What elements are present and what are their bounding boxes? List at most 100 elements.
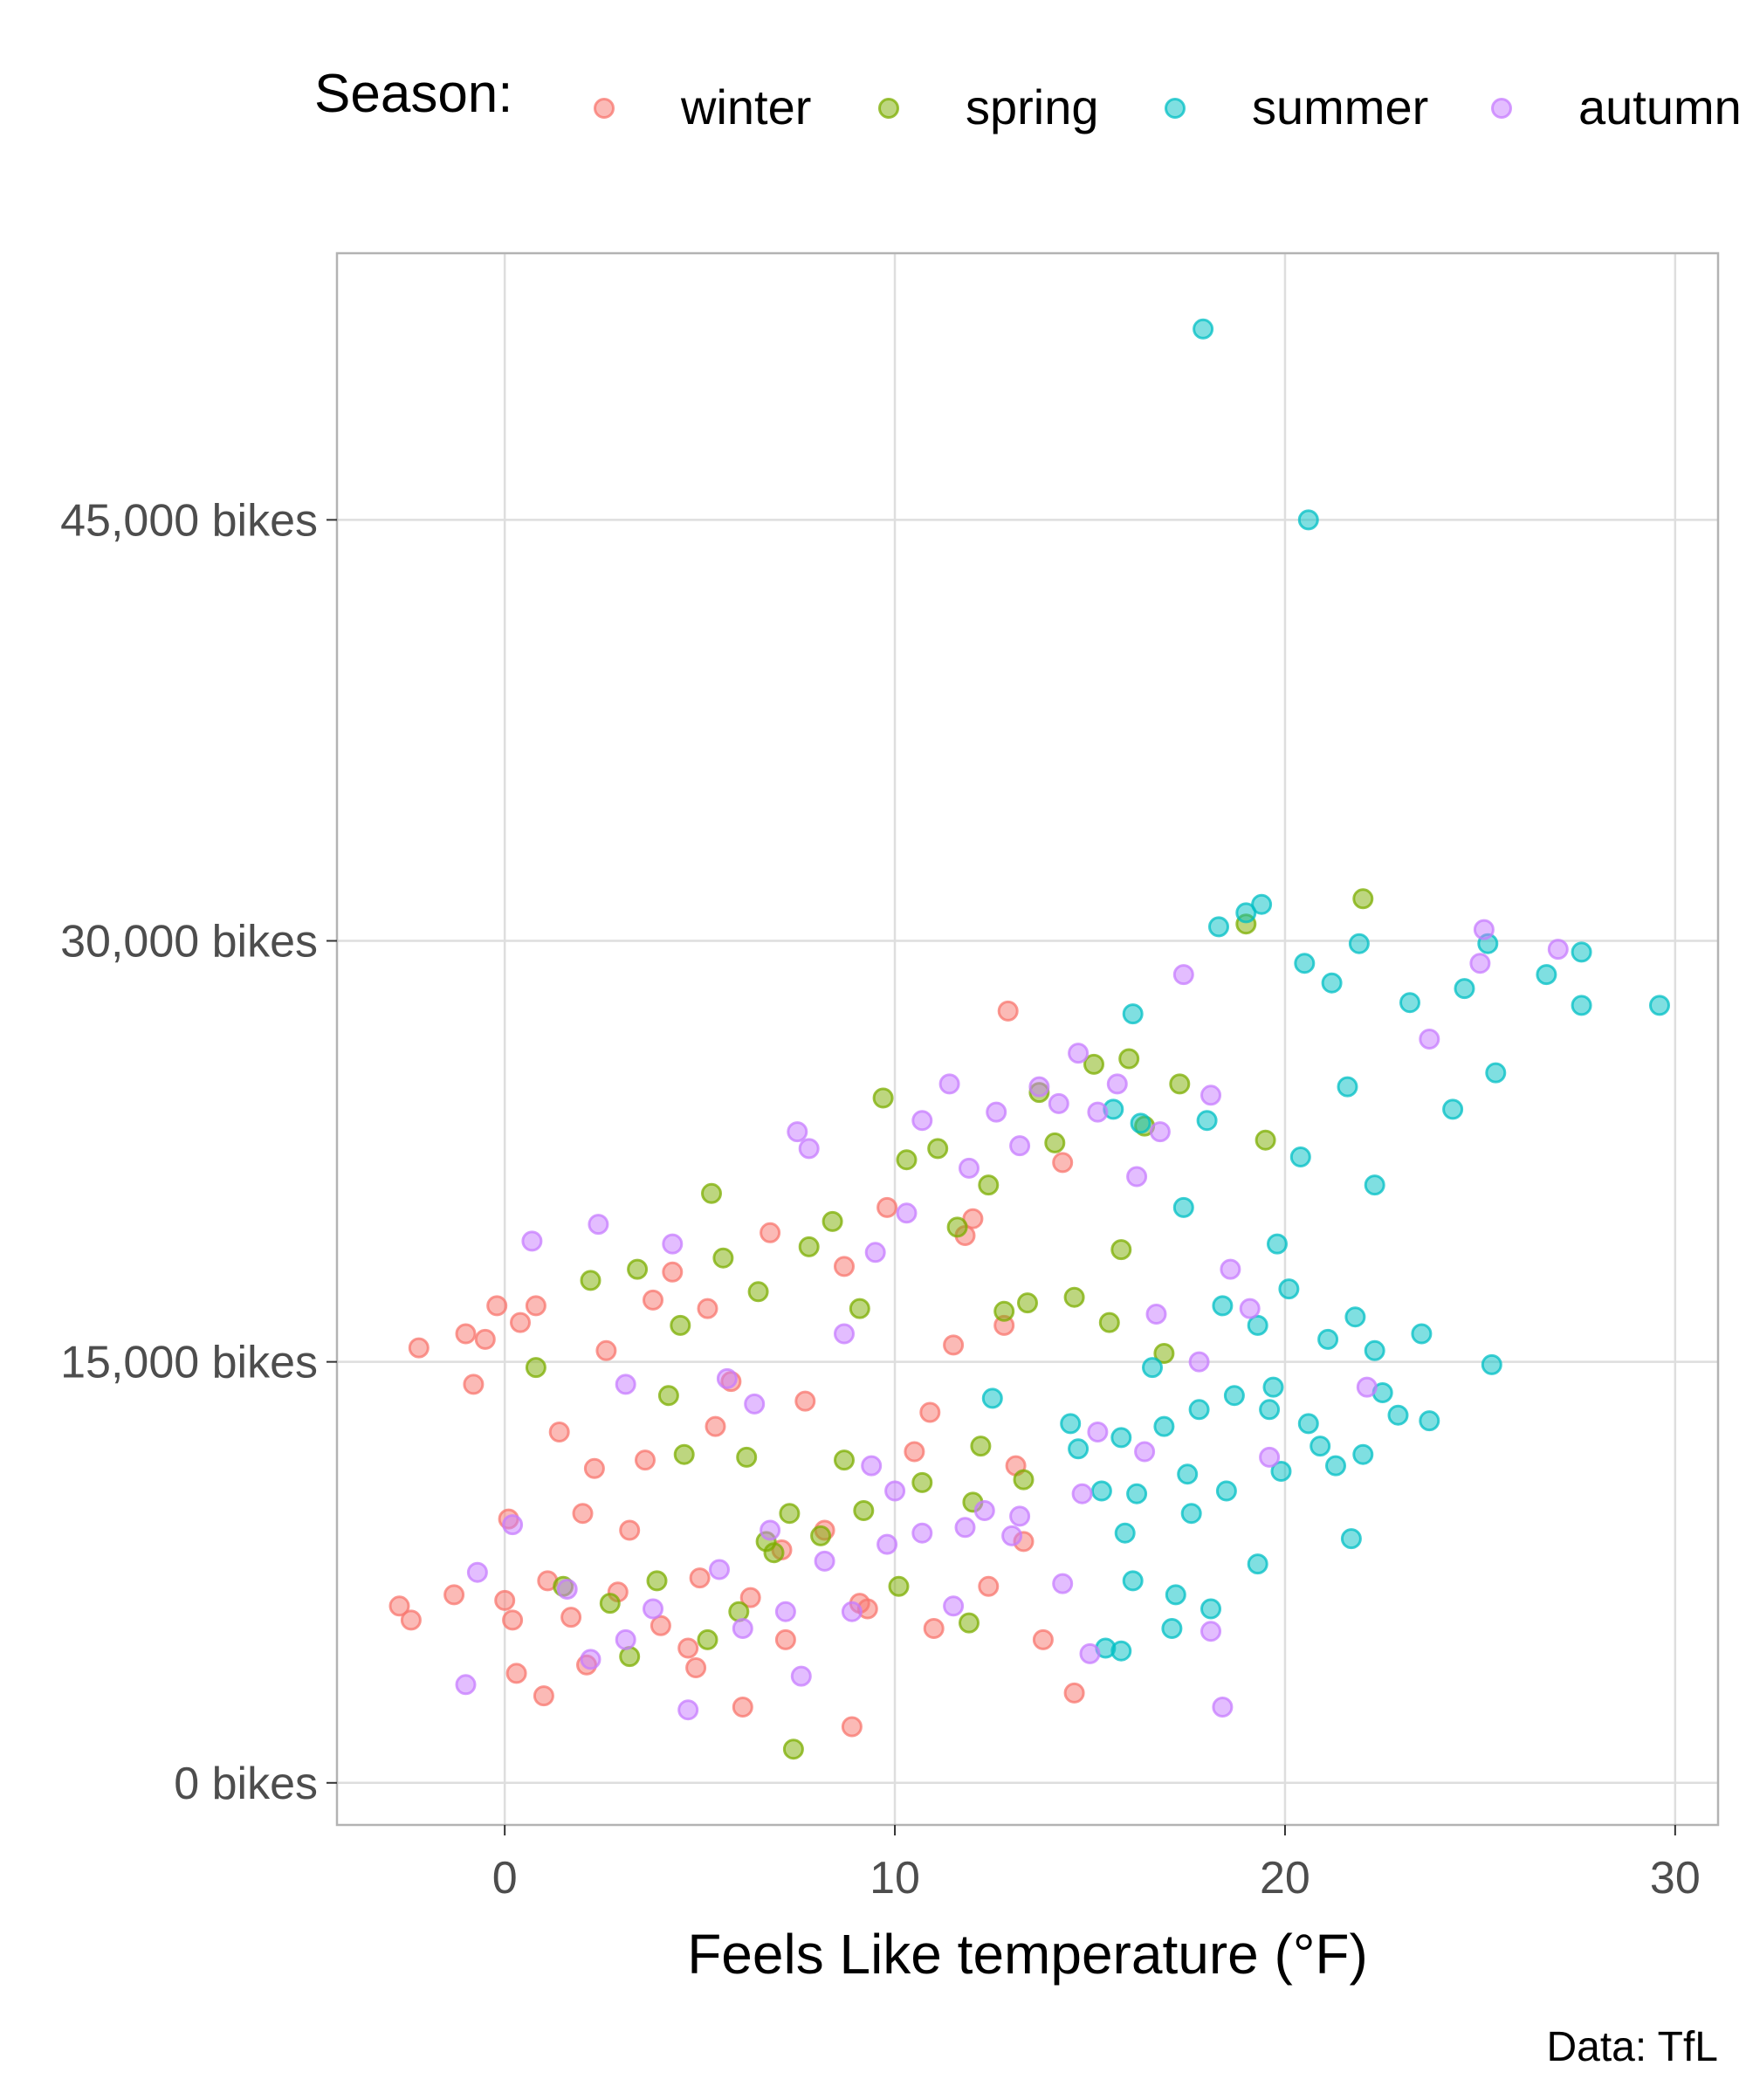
data-point-autumn bbox=[466, 1561, 488, 1583]
x-tick-label: 20 bbox=[1260, 1853, 1310, 1904]
data-point-winter bbox=[841, 1716, 863, 1738]
data-point-summer bbox=[1337, 1076, 1358, 1098]
data-point-winter bbox=[904, 1441, 925, 1463]
data-point-winter bbox=[548, 1422, 570, 1442]
data-point-autumn bbox=[716, 1367, 738, 1389]
data-point-winter bbox=[572, 1503, 594, 1525]
data-point-summer bbox=[1208, 916, 1229, 938]
data-point-spring bbox=[1352, 888, 1374, 910]
data-point-summer bbox=[1165, 1584, 1186, 1606]
legend-title: Season: bbox=[314, 64, 513, 124]
legend-key-autumn bbox=[1491, 98, 1512, 119]
data-point-spring bbox=[1083, 1053, 1104, 1075]
data-point-autumn bbox=[1106, 1073, 1128, 1095]
data-point-summer bbox=[1251, 893, 1273, 915]
data-point-summer bbox=[1340, 1528, 1362, 1550]
data-point-summer bbox=[1321, 972, 1343, 994]
data-point-autumn bbox=[938, 1073, 960, 1095]
data-point-summer bbox=[1536, 964, 1557, 986]
data-point-winter bbox=[505, 1663, 527, 1684]
data-point-winter bbox=[794, 1390, 816, 1412]
data-point-autumn bbox=[709, 1559, 730, 1580]
data-point-summer bbox=[1212, 1295, 1234, 1317]
data-point-winter bbox=[774, 1628, 796, 1650]
data-point-spring bbox=[970, 1436, 992, 1457]
data-point-spring bbox=[993, 1300, 1015, 1322]
data-point-autumn bbox=[1052, 1573, 1074, 1594]
data-point-spring bbox=[627, 1258, 649, 1280]
data-point-winter bbox=[677, 1637, 699, 1659]
data-point-summer bbox=[1196, 1110, 1218, 1132]
data-point-summer bbox=[1649, 995, 1670, 1016]
y-tick-label: 15,000 bikes bbox=[60, 1338, 318, 1388]
data-point-autumn bbox=[1071, 1483, 1093, 1504]
legend: Season: winter spring summer autumn bbox=[314, 64, 1742, 134]
data-point-autumn bbox=[1259, 1446, 1281, 1468]
data-point-winter bbox=[619, 1519, 641, 1541]
data-point-autumn bbox=[841, 1601, 863, 1622]
data-point-autumn bbox=[1126, 1166, 1148, 1188]
data-point-spring bbox=[673, 1443, 695, 1465]
data-point-autumn bbox=[677, 1699, 699, 1721]
data-point-autumn bbox=[1087, 1101, 1109, 1123]
data-point-autumn bbox=[1473, 919, 1495, 940]
data-point-spring bbox=[798, 1236, 820, 1257]
data-point-summer bbox=[1126, 1483, 1148, 1504]
panel-border bbox=[335, 251, 1720, 1827]
data-point-autumn bbox=[615, 1374, 636, 1395]
data-point-summer bbox=[1310, 1436, 1331, 1457]
data-point-spring bbox=[888, 1575, 910, 1597]
data-point-spring bbox=[927, 1138, 949, 1160]
data-point-autumn bbox=[911, 1110, 933, 1132]
data-point-summer bbox=[1110, 1640, 1132, 1662]
data-point-summer bbox=[1060, 1413, 1082, 1435]
data-point-summer bbox=[1172, 1196, 1194, 1218]
data-point-summer bbox=[1247, 1553, 1268, 1575]
data-point-winter bbox=[463, 1374, 485, 1395]
data-point-winter bbox=[583, 1457, 605, 1479]
legend-items: winter spring summer autumn bbox=[594, 79, 1742, 134]
data-point-winter bbox=[1052, 1152, 1074, 1174]
data-point-autumn bbox=[1212, 1697, 1234, 1718]
data-point-autumn bbox=[896, 1202, 918, 1224]
legend-label-autumn: autumn bbox=[1578, 79, 1742, 134]
data-point-summer bbox=[1571, 995, 1592, 1016]
data-point-winter bbox=[697, 1298, 718, 1319]
data-point-winter bbox=[919, 1401, 941, 1423]
y-tick-label: 45,000 bikes bbox=[60, 495, 318, 546]
data-point-summer bbox=[1317, 1328, 1339, 1350]
data-point-autumn bbox=[876, 1533, 898, 1555]
data-point-spring bbox=[1063, 1286, 1085, 1308]
data-point-summer bbox=[1270, 1461, 1292, 1482]
data-point-winter bbox=[876, 1196, 898, 1218]
data-point-summer bbox=[1297, 509, 1319, 531]
data-point-autumn bbox=[1145, 1304, 1167, 1325]
data-point-winter bbox=[525, 1295, 546, 1317]
data-point-spring bbox=[599, 1593, 621, 1615]
data-point-spring bbox=[959, 1612, 980, 1634]
data-point-spring bbox=[896, 1149, 918, 1171]
y-axis: 0 bikes 15,000 bikes 30,000 bikes 45,000 bi… bbox=[60, 495, 337, 1809]
data-point-autumn bbox=[744, 1393, 766, 1415]
data-point-autumn bbox=[884, 1480, 906, 1502]
data-point-autumn bbox=[1149, 1121, 1171, 1143]
data-point-spring bbox=[1118, 1048, 1140, 1070]
data-point-autumn bbox=[814, 1550, 835, 1572]
data-point-autumn bbox=[760, 1519, 781, 1541]
data-point-winter bbox=[685, 1657, 707, 1678]
legend-label-spring: spring bbox=[966, 79, 1099, 134]
data-point-summer bbox=[1142, 1357, 1163, 1379]
data-point-autumn bbox=[1200, 1621, 1221, 1642]
data-point-autumn bbox=[1079, 1642, 1101, 1664]
x-tick-label: 0 bbox=[492, 1853, 518, 1904]
data-point-spring bbox=[747, 1281, 769, 1303]
data-point-summer bbox=[1259, 1399, 1281, 1421]
data-point-spring bbox=[1255, 1129, 1276, 1151]
data-point-summer bbox=[1110, 1427, 1132, 1449]
data-point-spring bbox=[911, 1471, 933, 1493]
data-point-spring bbox=[821, 1210, 843, 1232]
data-point-autumn bbox=[615, 1628, 636, 1650]
data-point-autumn bbox=[643, 1598, 663, 1620]
data-point-autumn bbox=[798, 1138, 820, 1160]
data-point-autumn bbox=[1172, 964, 1194, 986]
